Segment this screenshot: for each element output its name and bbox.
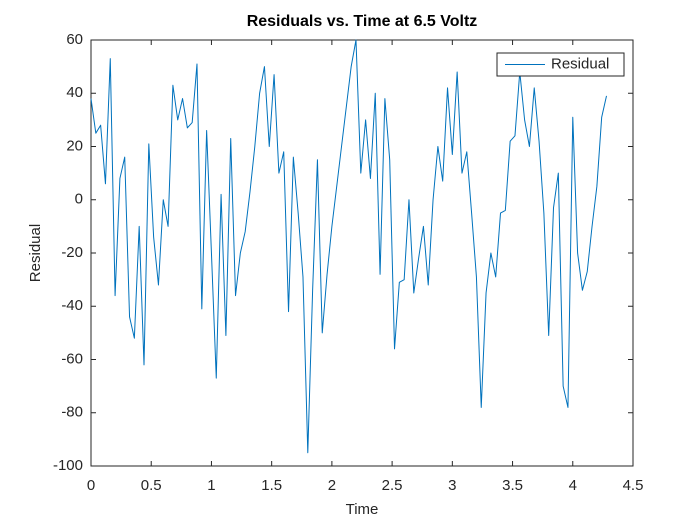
x-tick-label: 2 — [328, 477, 336, 494]
x-tick-label: 0 — [87, 477, 95, 494]
y-tick-label: -20 — [61, 244, 83, 261]
x-tick-label: 4 — [569, 477, 577, 494]
x-tick-label: 2.5 — [382, 477, 403, 494]
data-line — [90, 39, 607, 454]
y-tick-label: 40 — [66, 84, 83, 101]
legend-box — [496, 52, 625, 77]
x-tick-label: 1 — [207, 477, 215, 494]
y-tick-label: -100 — [53, 457, 83, 474]
x-tick-label: 3 — [448, 477, 456, 494]
x-tick-label: 0.5 — [141, 477, 162, 494]
y-tick-label: -40 — [61, 297, 83, 314]
y-tick-label: 60 — [66, 31, 83, 48]
x-axis-label: Time — [346, 501, 379, 518]
y-tick-label: 20 — [66, 137, 83, 154]
x-tick-label: 3.5 — [502, 477, 523, 494]
y-tick-label: 0 — [75, 191, 83, 208]
chart-title: Residuals vs. Time at 6.5 Voltz — [247, 13, 478, 30]
y-tick-label: -80 — [61, 404, 83, 421]
y-tick-label: -60 — [61, 350, 83, 367]
legend-label: Residual — [551, 55, 609, 72]
x-tick-label: 4.5 — [623, 477, 644, 494]
x-tick-label: 1.5 — [261, 477, 282, 494]
y-axis-label: Residual — [27, 224, 44, 282]
